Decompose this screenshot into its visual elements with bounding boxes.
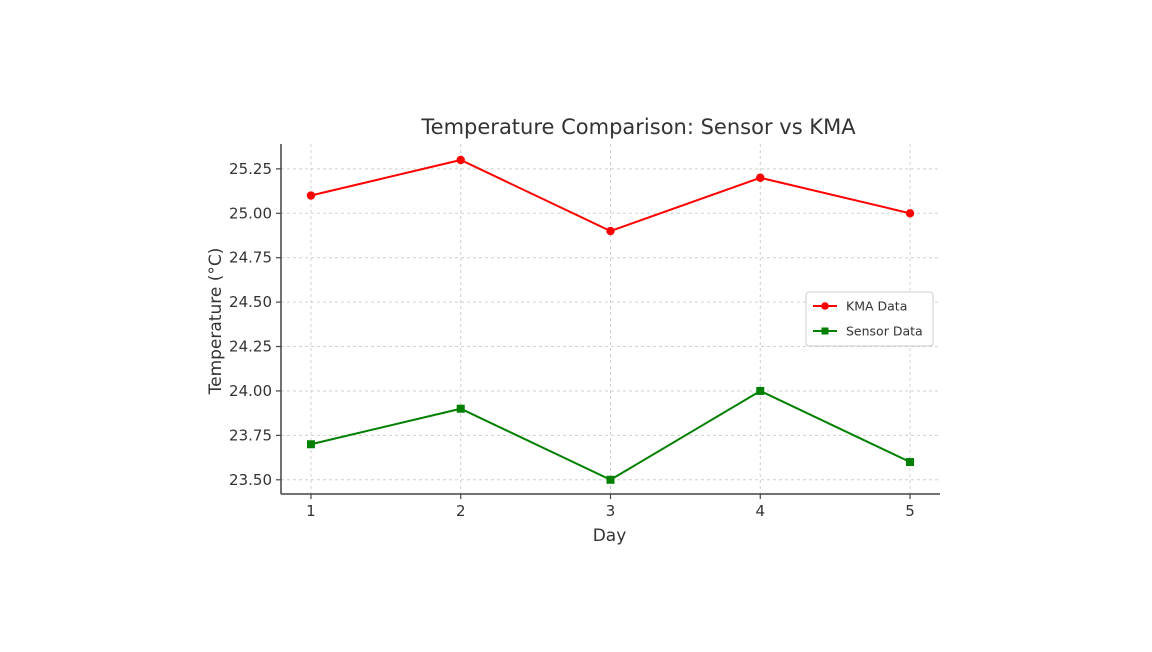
x-tick-label: 1 xyxy=(306,502,316,520)
y-tick-label: 24.00 xyxy=(229,382,272,400)
x-tick-label: 3 xyxy=(606,502,616,520)
data-point xyxy=(756,173,765,182)
y-tick-label: 25.25 xyxy=(229,160,272,178)
legend-entry: KMA Data xyxy=(813,299,907,314)
legend-label: Sensor Data xyxy=(846,324,923,339)
chart-title: Temperature Comparison: Sensor vs KMA xyxy=(420,115,856,139)
y-tick-label: 23.50 xyxy=(229,471,272,489)
series-sensor-data xyxy=(306,386,915,484)
legend-box xyxy=(805,291,934,347)
data-point xyxy=(306,440,315,449)
y-axis-label: Temperature (°C) xyxy=(206,248,226,396)
data-point xyxy=(606,226,615,236)
tick-labels: 1 2 3 4 5 23.50 23.75 24.00 24.25 24.50 24.75 25.00… xyxy=(229,160,915,520)
y-tick-label: 25.00 xyxy=(229,204,272,222)
x-tick-label: 2 xyxy=(456,502,466,520)
y-tick-label: 24.25 xyxy=(229,338,272,356)
legend-label: KMA Data xyxy=(846,299,907,314)
grid-lines xyxy=(281,144,940,494)
data-point xyxy=(756,386,765,395)
legend-entry: Sensor Data xyxy=(813,324,923,339)
data-series xyxy=(306,155,915,484)
data-point xyxy=(456,155,465,165)
legend-marker xyxy=(821,302,829,310)
data-point xyxy=(306,191,316,200)
data-point xyxy=(906,458,915,467)
x-tick-label: 4 xyxy=(755,502,765,520)
y-tick-label: 24.50 xyxy=(229,293,272,311)
legend-marker xyxy=(821,327,829,335)
x-axis-label: Day xyxy=(593,526,627,546)
x-tick-label: 5 xyxy=(905,502,915,520)
data-point xyxy=(905,209,915,218)
y-tick-label: 23.75 xyxy=(229,426,272,444)
data-point xyxy=(456,404,465,413)
data-point xyxy=(606,475,615,484)
y-tick-label: 24.75 xyxy=(229,249,272,267)
series-kma-data xyxy=(306,155,915,236)
legend: KMA Data Sensor Data xyxy=(805,291,934,347)
legend-entries: KMA Data Sensor Data xyxy=(813,299,923,339)
